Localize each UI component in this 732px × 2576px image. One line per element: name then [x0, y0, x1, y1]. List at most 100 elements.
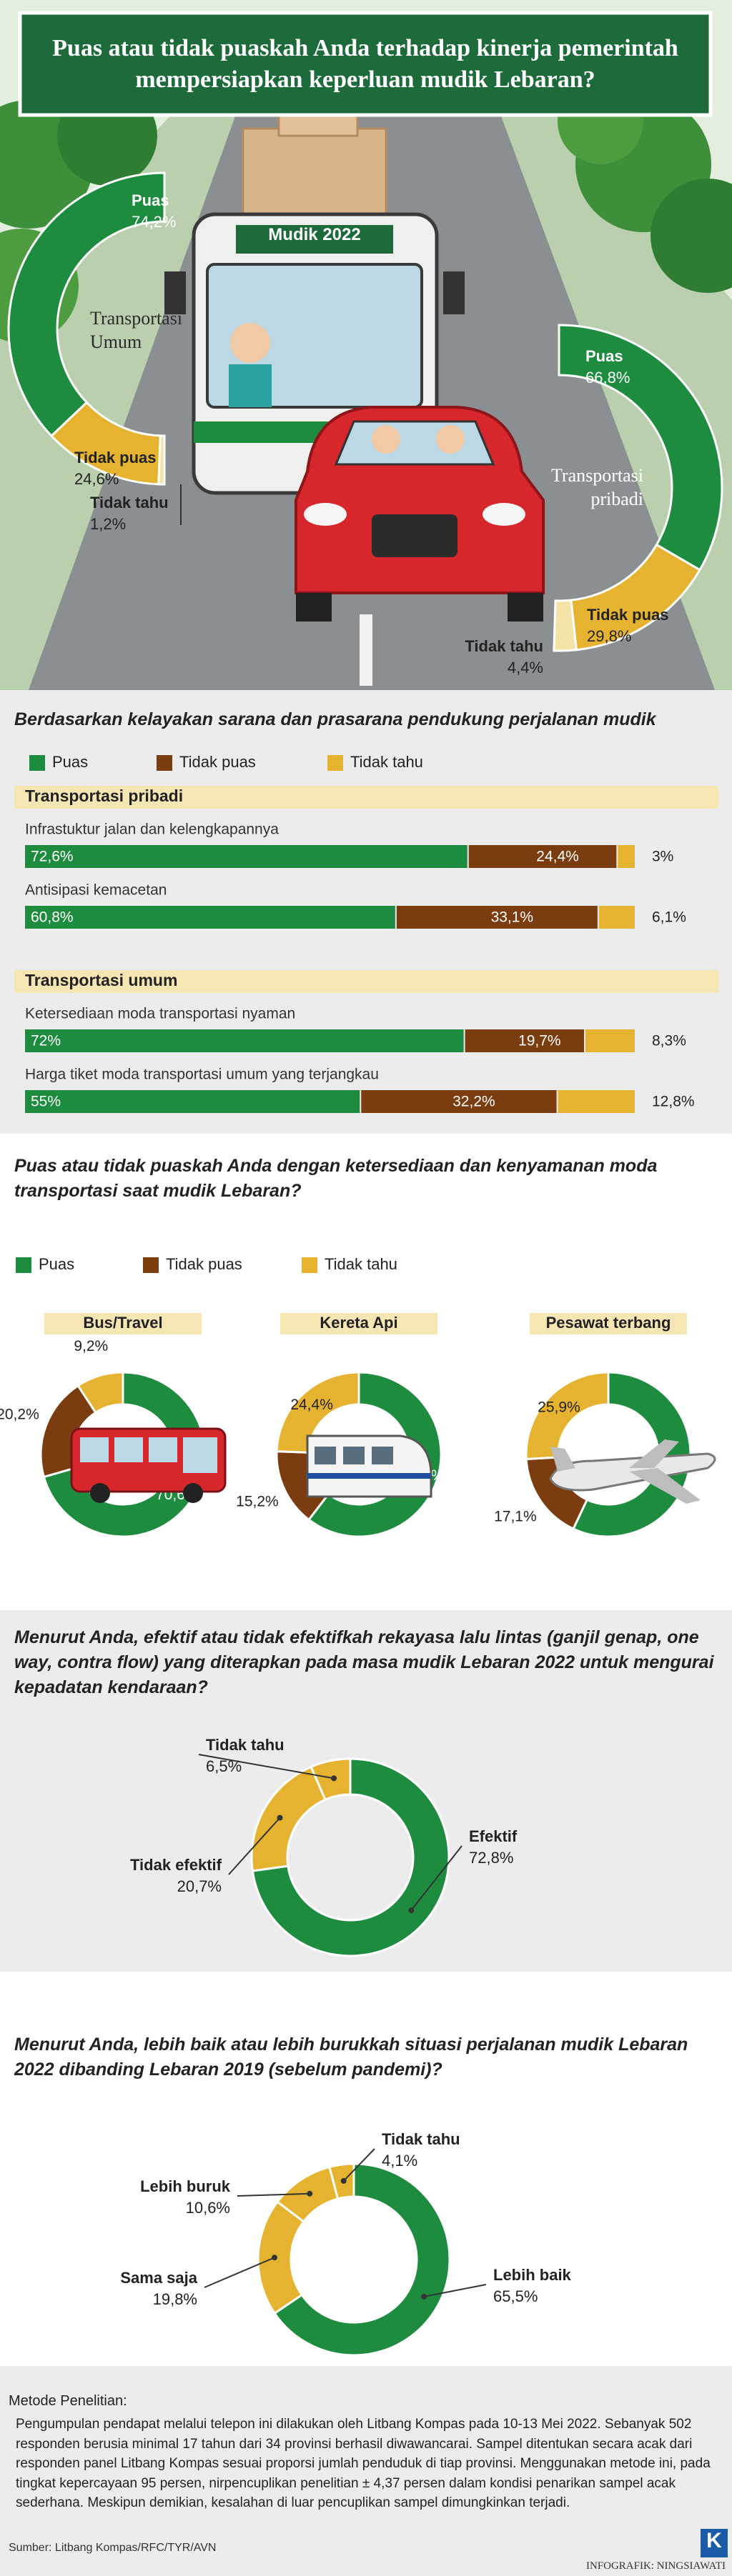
panel-title-band: [44, 1313, 202, 1334]
section-title: Berdasarkan kelayakan sarana dan prasara…: [14, 709, 656, 729]
title-box: [18, 11, 713, 117]
group-title: Transportasi umum: [25, 971, 177, 989]
bar-value: 19,7%: [518, 1033, 561, 1049]
donut-segment: [553, 599, 578, 652]
panel-title-band: [280, 1313, 437, 1334]
legend-swatch: [16, 1257, 31, 1273]
donut-category: Puas: [585, 347, 623, 365]
bar-value: 12,8%: [652, 1094, 695, 1110]
bar-segment: [25, 906, 395, 929]
section-title: Puas atau tidak puaskah Anda dengan kete…: [14, 1156, 658, 1201]
donut-value: 1,2%: [90, 515, 126, 533]
bar-category: Infrastuktur jalan dan kelengkapannya: [25, 822, 279, 838]
donut-title: Transportasi pribadi: [550, 465, 643, 509]
bus-icon: [70, 1427, 227, 1503]
donut-segment: [275, 1371, 360, 1454]
donut-segment: [76, 1371, 124, 1414]
legend-swatch: [302, 1257, 317, 1273]
donut-segment: [310, 1757, 352, 1802]
source: Sumber: Litbang Kompas/RFC/TYR/AVN: [9, 2542, 217, 2554]
leader-dot: [331, 1775, 337, 1782]
legend-label: Tidak puas: [166, 1255, 242, 1273]
donut-category: Puas: [132, 191, 169, 209]
bar-segment: [396, 906, 598, 929]
logo: K: [706, 2529, 722, 2552]
donut-value: 25,9%: [538, 1399, 580, 1415]
illustration: [0, 79, 732, 690]
bar-category: Ketersediaan moda transportasi nyaman: [25, 1006, 295, 1022]
main-title: Puas atau tidak puaskah Anda terhadap ki…: [52, 34, 678, 93]
bar-segment: [585, 1029, 635, 1052]
legend-swatch: [157, 755, 172, 771]
leader-line: [423, 2284, 487, 2297]
leader-dot: [340, 2177, 347, 2184]
footer-bg: [0, 2366, 732, 2576]
donut-value: 6,5%: [206, 1757, 242, 1775]
bar-segment: [25, 845, 468, 868]
bar-value: 3%: [652, 849, 673, 865]
donut-segment: [251, 1757, 450, 1957]
donut-category: Tidak tahu: [465, 637, 543, 655]
group-band: [14, 786, 718, 809]
donut-category: Tidak puas: [587, 606, 669, 624]
bar-value: 24,4%: [536, 849, 579, 865]
leader-line: [228, 1817, 281, 1875]
donut-value: 17,1%: [494, 1508, 537, 1524]
donut-category: Lebih buruk: [140, 2177, 231, 2195]
donut-value: 65,5%: [493, 2287, 538, 2305]
bar-value: 6,1%: [652, 909, 686, 926]
donut-value: 9,2%: [74, 1338, 108, 1354]
bar-value: 55%: [31, 1094, 61, 1110]
legend-label: Puas: [52, 753, 88, 771]
leader-dot: [408, 1907, 415, 1914]
group-band: [14, 970, 718, 993]
leader-dot: [272, 2255, 278, 2261]
legend-label: Tidak tahu: [325, 1255, 397, 1273]
donut-value: 19,8%: [153, 2290, 197, 2308]
donut-segment: [157, 434, 166, 486]
bar-value: 60,8%: [31, 909, 74, 926]
leader-line: [343, 2148, 375, 2182]
leader-dot: [307, 2190, 313, 2197]
leader-line: [204, 2257, 275, 2288]
panel-title: Bus/Travel: [83, 1314, 162, 1332]
bar-category: Antisipasi kemacetan: [25, 882, 167, 899]
legend-label: Tidak tahu: [350, 753, 423, 771]
method-title: Metode Penelitian:: [9, 2393, 127, 2409]
donut-category: Tidak tahu: [206, 1736, 285, 1754]
credit: INFOGRAFIK: NINGSIAWATI: [585, 2560, 726, 2572]
legend-label: Puas: [39, 1255, 74, 1273]
bar-value: 72%: [31, 1033, 61, 1049]
donut-category: Tidak puas: [74, 449, 157, 466]
donut-segment: [558, 324, 723, 571]
donut-title: Transportasi Umum: [90, 308, 183, 352]
group-title: Transportasi pribadi: [25, 787, 183, 805]
donut-value: 20,2%: [0, 1407, 39, 1423]
bar-category: Harga tiket moda transportasi umum yang …: [25, 1067, 379, 1083]
bus-label: Mudik 2022: [268, 225, 361, 244]
donut-value: 4,1%: [382, 2152, 417, 2170]
logo-box: [701, 2529, 728, 2557]
donut-value: 24,6%: [74, 470, 119, 488]
bar-segment: [468, 845, 617, 868]
donut-category: Tidak efektif: [130, 1856, 222, 1874]
donut-value: 15,2%: [236, 1493, 279, 1509]
donut-value: 72,8%: [469, 1849, 513, 1867]
panel-title-band: [530, 1313, 687, 1334]
bar-segment: [25, 1090, 360, 1113]
donut-category: Efektif: [469, 1827, 518, 1845]
donut-value: 4,4%: [508, 659, 543, 677]
bar-value: 8,3%: [652, 1033, 686, 1049]
donut-value: 20,7%: [177, 1877, 222, 1895]
bar-segment: [361, 1090, 557, 1113]
donut-category: Tidak tahu: [382, 2130, 460, 2148]
bar-value: 72,6%: [31, 849, 74, 865]
donut-segment: [572, 1371, 692, 1538]
panel-title: Pesawat terbang: [546, 1314, 671, 1332]
donut-category: Sama saja: [120, 2269, 197, 2287]
donut-value: 10,6%: [186, 2199, 230, 2217]
legend-swatch: [143, 1257, 159, 1273]
method-text: Pengumpulan pendapat melalui telepon ini…: [16, 2417, 711, 2511]
